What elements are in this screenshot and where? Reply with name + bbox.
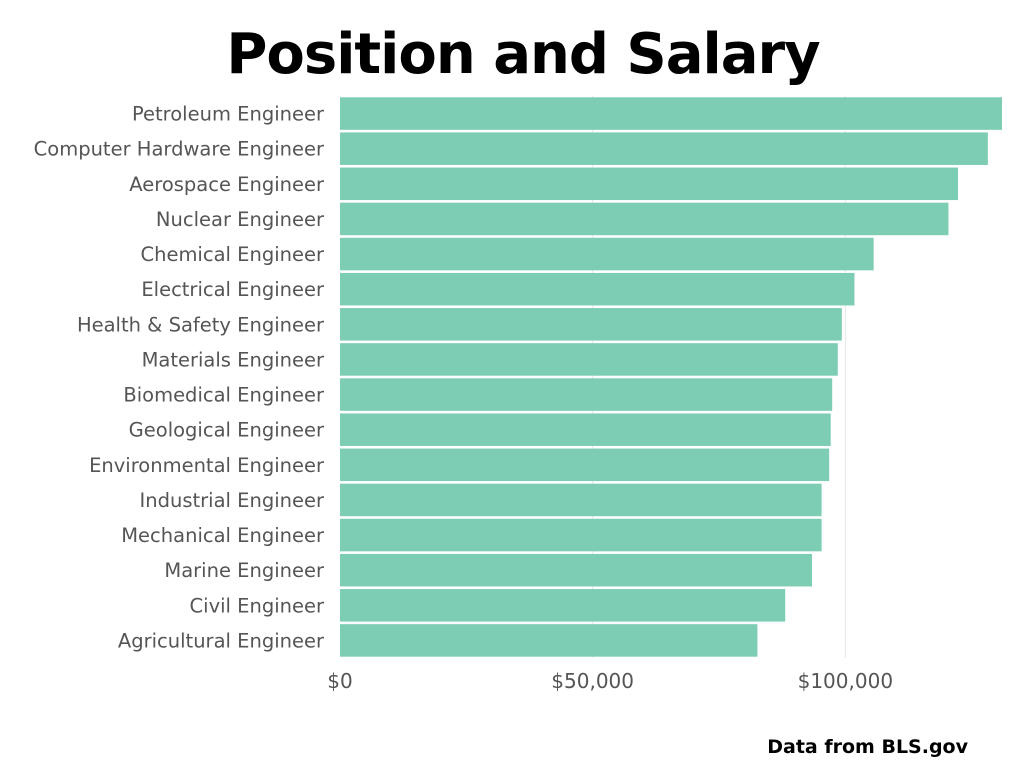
x-tick-label-1: $50,000 bbox=[551, 669, 634, 693]
bar-12 bbox=[340, 518, 822, 552]
bar-2 bbox=[340, 167, 959, 201]
category-label-11: Industrial Engineer bbox=[140, 489, 325, 512]
category-label-1: Computer Hardware Engineer bbox=[34, 138, 325, 161]
category-label-6: Health & Safety Engineer bbox=[77, 313, 325, 336]
bar-10 bbox=[340, 448, 830, 482]
bar-8 bbox=[340, 378, 833, 411]
bar-9 bbox=[340, 413, 831, 446]
bar-3 bbox=[340, 202, 949, 236]
category-label-5: Electrical Engineer bbox=[141, 278, 325, 301]
bar-4 bbox=[340, 237, 874, 271]
chart-title: Position and Salary bbox=[226, 22, 820, 87]
category-label-3: Nuclear Engineer bbox=[156, 208, 325, 231]
category-label-8: Biomedical Engineer bbox=[123, 384, 325, 407]
bar-0 bbox=[340, 97, 1002, 130]
x-tick-label-0: $0 bbox=[327, 669, 352, 693]
bar-5 bbox=[340, 272, 855, 306]
bar-7 bbox=[340, 343, 838, 376]
category-label-10: Environmental Engineer bbox=[89, 454, 325, 477]
bar-6 bbox=[340, 308, 842, 341]
category-label-9: Geological Engineer bbox=[129, 419, 325, 442]
category-label-14: Civil Engineer bbox=[190, 594, 325, 617]
category-label-15: Agricultural Engineer bbox=[118, 629, 325, 652]
category-label-13: Marine Engineer bbox=[164, 559, 325, 582]
bar-11 bbox=[340, 483, 822, 517]
bar-1 bbox=[340, 132, 988, 165]
category-label-4: Chemical Engineer bbox=[140, 243, 325, 266]
data-source-note: Data from BLS.gov bbox=[767, 736, 968, 758]
category-label-0: Petroleum Engineer bbox=[132, 103, 325, 126]
bar-14 bbox=[340, 589, 786, 622]
bar-15 bbox=[340, 624, 758, 657]
category-label-7: Materials Engineer bbox=[142, 348, 325, 371]
x-tick-label-2: $100,000 bbox=[798, 669, 893, 693]
bar-13 bbox=[340, 553, 812, 587]
category-label-12: Mechanical Engineer bbox=[121, 524, 325, 547]
category-label-2: Aerospace Engineer bbox=[129, 173, 325, 196]
